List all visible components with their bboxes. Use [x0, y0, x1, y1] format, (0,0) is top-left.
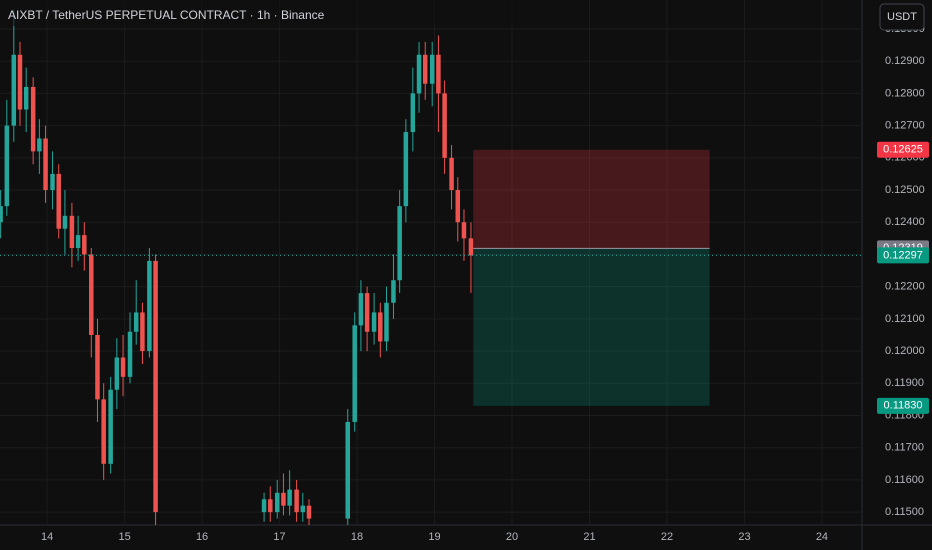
candle-body	[82, 235, 87, 255]
title-backdrop	[0, 0, 560, 26]
candle-body	[364, 293, 370, 332]
x-tick-label: 20	[506, 531, 518, 543]
candle-body	[89, 254, 94, 335]
x-tick-label: 18	[351, 531, 363, 543]
y-tick-label: 0.12100	[885, 313, 925, 325]
grid	[0, 0, 862, 525]
candle-body	[391, 280, 396, 303]
candle-body	[261, 499, 267, 513]
candle-body	[306, 505, 312, 519]
currency-button[interactable]	[879, 3, 925, 31]
candle-body	[378, 312, 383, 342]
candle-body	[410, 93, 416, 133]
last-price-label: 0.12297	[883, 249, 923, 261]
candle-body	[468, 238, 474, 256]
y-tick-label: 0.12700	[885, 120, 925, 132]
candle-body	[37, 138, 42, 152]
y-tick-label: 0.11600	[885, 474, 924, 486]
candle-body	[403, 132, 409, 207]
candle-body	[75, 235, 81, 249]
candle-body	[461, 222, 467, 239]
currency-label[interactable]: USDT	[887, 11, 917, 23]
candle-body	[429, 54, 435, 84]
x-tick-label: 14	[41, 531, 53, 543]
target-badge	[877, 397, 929, 414]
candle-body	[153, 260, 158, 513]
candle-body	[120, 357, 126, 377]
candle-body	[352, 325, 357, 422]
candle-body	[108, 389, 113, 464]
candle-body	[147, 260, 152, 352]
y-tick-label: 0.12900	[885, 55, 925, 67]
candle-body	[371, 312, 377, 332]
y-tick-label: 0.12000	[885, 345, 925, 357]
candle-body	[114, 357, 120, 390]
x-tick-label: 22	[661, 531, 673, 543]
candle-body	[442, 93, 447, 158]
x-tick-label: 16	[196, 531, 208, 543]
stop-badge	[877, 141, 929, 158]
candle-body	[4, 125, 10, 207]
candle-body	[268, 499, 273, 513]
candle-body	[436, 54, 441, 94]
stop-zone	[473, 149, 710, 249]
candle-body	[300, 505, 306, 513]
x-tick-label: 19	[428, 531, 440, 543]
candle-body	[23, 86, 29, 110]
candle-body	[127, 331, 133, 377]
candle-body	[133, 312, 139, 332]
candle-body	[416, 54, 422, 94]
y-tick-label: 0.12200	[885, 281, 925, 293]
candle-body	[95, 334, 100, 400]
candle-body	[11, 54, 17, 126]
candle-body	[140, 312, 145, 352]
y-tick-label: 0.12500	[885, 184, 925, 196]
candle-body	[43, 138, 48, 191]
candle-body	[397, 206, 402, 281]
candle-body	[422, 54, 428, 84]
candle-body	[449, 157, 454, 191]
y-tick-label: 0.11700	[885, 442, 924, 454]
candle-body	[0, 206, 3, 223]
chart-title: AIXBT / TetherUS PERPETUAL CONTRACT · 1h…	[8, 8, 325, 22]
candle-body	[274, 492, 280, 513]
plot-area	[0, 9, 862, 525]
y-tick-label: 0.11900	[885, 377, 924, 389]
candle-body	[287, 489, 292, 506]
target-zone	[473, 248, 710, 406]
candle-body	[17, 54, 23, 110]
candle-body	[69, 215, 75, 249]
x-tick-label: 17	[273, 531, 285, 543]
x-tick-label: 24	[816, 531, 828, 543]
candle-body	[294, 489, 299, 513]
x-tick-label: 21	[583, 531, 595, 543]
y-tick-label: 0.12800	[885, 87, 925, 99]
candle-body	[56, 173, 61, 229]
candle-body	[358, 293, 364, 326]
y-tick-label: 0.11500	[885, 506, 924, 518]
candle-body	[101, 399, 106, 464]
target-label: 0.11830	[884, 400, 923, 412]
candle-body	[384, 302, 389, 342]
candle-body	[50, 173, 55, 191]
stop-label: 0.12625	[883, 144, 923, 156]
candle-body	[281, 492, 286, 506]
x-tick-label: 15	[118, 531, 130, 543]
candle-body	[455, 190, 461, 223]
y-tick-label: 0.12400	[885, 216, 925, 228]
x-tick-label: 23	[738, 531, 750, 543]
candle-body	[30, 86, 36, 152]
candle-body	[345, 421, 350, 519]
last-price-badge	[877, 247, 929, 264]
candle-body	[62, 215, 68, 229]
